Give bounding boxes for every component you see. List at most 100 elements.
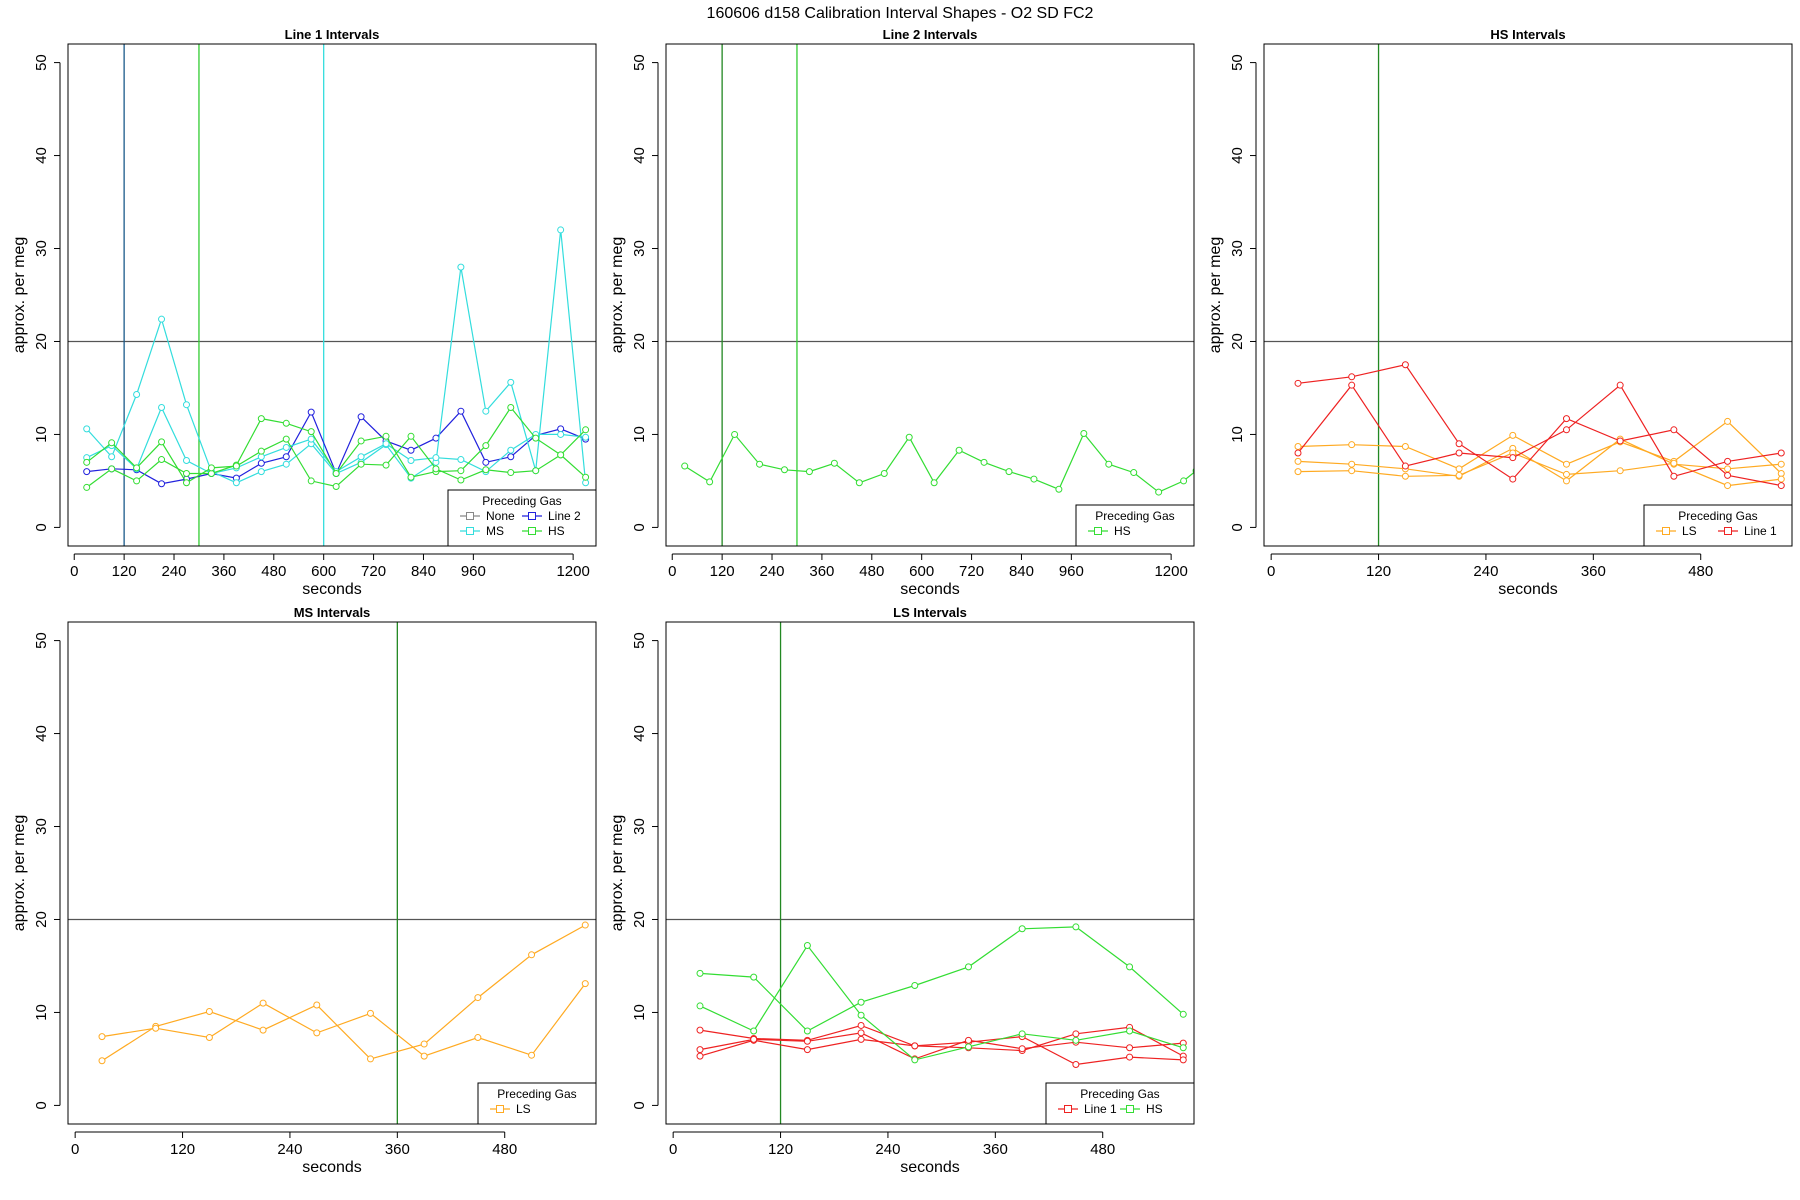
data-point: [1348, 467, 1356, 475]
data-point: [528, 1051, 536, 1059]
data-point: [257, 415, 265, 423]
legend-title: Preceding Gas: [1080, 1087, 1159, 1101]
x-tick-label: 480: [261, 563, 286, 580]
y-tick-label: 10: [631, 1004, 648, 1021]
x-tick-label: 840: [1009, 563, 1034, 580]
data-point: [407, 473, 415, 481]
data-point: [1179, 1044, 1187, 1052]
x-tick-label: 480: [859, 563, 884, 580]
x-tick-label: 0: [70, 563, 78, 580]
data-point: [83, 468, 91, 476]
data-point: [482, 466, 490, 474]
data-point: [803, 942, 811, 950]
data-point: [507, 446, 515, 454]
data-point: [803, 1027, 811, 1035]
x-tick-label: 120: [170, 1141, 195, 1158]
data-point: [857, 1021, 865, 1029]
series-line: [699, 1032, 1184, 1060]
x-tick-label: 360: [385, 1141, 410, 1158]
data-point: [307, 435, 315, 443]
plot-frame: [1263, 43, 1793, 547]
data-point: [1294, 449, 1302, 457]
data-point: [557, 451, 565, 459]
data-point: [182, 456, 190, 464]
legend-marker: [1662, 527, 1670, 535]
y-tick-label: 30: [33, 240, 50, 257]
data-point: [911, 1042, 919, 1050]
data-point: [1724, 471, 1732, 479]
x-tick-label: 600: [909, 563, 934, 580]
data-point: [407, 432, 415, 440]
x-tick-label: 960: [461, 563, 486, 580]
y-tick-label: 10: [33, 426, 50, 443]
legend-title: Preceding Gas: [497, 1087, 576, 1101]
figure-title: 160606 d158 Calibration Interval Shapes …: [707, 5, 1094, 22]
series-line: [1297, 438, 1782, 482]
data-point: [382, 440, 390, 448]
data-point: [407, 456, 415, 464]
data-point: [1401, 443, 1409, 451]
data-point: [696, 1046, 704, 1054]
data-point: [1777, 475, 1785, 483]
y-tick-label: 30: [631, 818, 648, 835]
legend-title: Preceding Gas: [482, 494, 561, 508]
data-point: [1670, 426, 1678, 434]
data-point: [1455, 440, 1463, 448]
y-tick-label: 0: [33, 1101, 50, 1109]
legend-entry-label: HS: [1114, 524, 1131, 538]
data-point: [955, 446, 963, 454]
data-point: [457, 476, 465, 484]
legend-entry-label: Line 1: [1084, 1102, 1117, 1116]
series-group: [696, 923, 1187, 1069]
data-point: [259, 999, 267, 1007]
panel: HS Intervals 0 120 240 360 480 seconds 0 10 20 30 4…: [1207, 27, 1793, 598]
data-point: [108, 453, 116, 461]
data-point: [307, 408, 315, 416]
data-point: [1180, 477, 1188, 485]
data-point: [581, 921, 589, 929]
data-point: [1072, 1036, 1080, 1044]
data-point: [205, 1008, 213, 1016]
data-point: [207, 464, 215, 472]
legend-entry-label: LS: [516, 1102, 531, 1116]
y-tick-label: 30: [1229, 240, 1246, 257]
data-point: [507, 453, 515, 461]
data-point: [696, 969, 704, 977]
x-tick-label: 0: [668, 563, 676, 580]
data-point: [1455, 465, 1463, 473]
series-line: [684, 432, 1194, 493]
data-point: [805, 468, 813, 476]
panel-title: Line 1 Intervals: [285, 27, 380, 42]
legend-title: Preceding Gas: [1678, 509, 1757, 523]
data-point: [1401, 472, 1409, 480]
data-point: [158, 438, 166, 446]
data-point: [83, 483, 91, 491]
x-tick-label: 120: [112, 563, 137, 580]
data-point: [1126, 963, 1134, 971]
x-axis-label: seconds: [900, 581, 960, 598]
x-tick-label: 1200: [1154, 563, 1187, 580]
data-point: [1562, 470, 1570, 478]
data-point: [528, 951, 536, 959]
data-point: [1777, 449, 1785, 457]
series-line: [699, 944, 1184, 1061]
legend-marker: [1094, 527, 1102, 535]
y-tick-label: 50: [631, 632, 648, 649]
y-tick-label: 10: [1229, 426, 1246, 443]
data-point: [282, 443, 290, 451]
data-point: [1348, 381, 1356, 389]
legend-box: [1045, 1082, 1195, 1125]
series-line: [1297, 452, 1782, 487]
data-point: [507, 378, 515, 386]
data-point: [1455, 449, 1463, 457]
data-point: [1509, 454, 1517, 462]
y-axis-label: approx. per meg: [609, 237, 626, 354]
x-tick-label: 240: [162, 563, 187, 580]
data-point: [1018, 1030, 1026, 1038]
plot-frame: [665, 43, 1195, 547]
data-point: [1777, 460, 1785, 468]
data-point: [1105, 460, 1113, 468]
